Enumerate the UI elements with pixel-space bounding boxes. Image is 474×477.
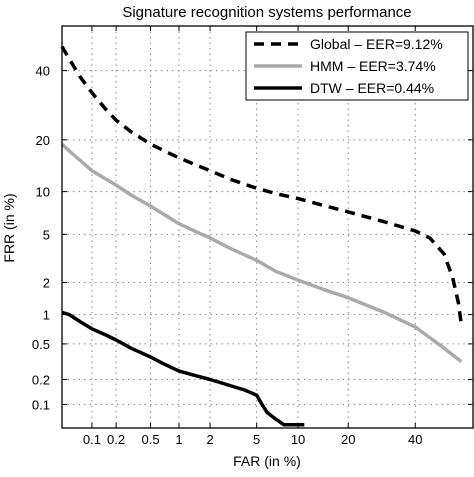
x-tick-label: 5 bbox=[253, 432, 260, 447]
plot-frame bbox=[61, 25, 474, 429]
legend: Global – EER=9.12% HMM – EER=3.74% DTW – E… bbox=[245, 31, 469, 101]
x-tick-label: 40 bbox=[408, 432, 422, 447]
y-tick-label: 20 bbox=[36, 133, 50, 148]
x-tick-label: 10 bbox=[291, 432, 305, 447]
legend-label-1: Global – EER=9.12% bbox=[310, 36, 443, 52]
series-line-3 bbox=[61, 310, 305, 427]
x-axis-label: FAR (in %) bbox=[233, 453, 301, 469]
y-tick-label: 0.5 bbox=[32, 337, 50, 352]
y-tick-label: 40 bbox=[36, 64, 50, 79]
series-line-2 bbox=[60, 142, 463, 363]
series-lines bbox=[60, 45, 464, 427]
y-tick-label: 0.1 bbox=[32, 397, 50, 412]
y-tick-label: 0.2 bbox=[32, 372, 50, 387]
y-tick-label: 1 bbox=[43, 308, 50, 323]
y-tick-labels: 0.1 0.2 0.5 1 2 5 10 20 40 bbox=[32, 64, 473, 412]
x-tick-label: 0.5 bbox=[142, 432, 160, 447]
y-tick-label: 2 bbox=[43, 275, 50, 290]
series-line-1 bbox=[60, 45, 464, 325]
legend-label-3: DTW – EER=0.44% bbox=[310, 80, 434, 96]
x-tick-label: 2 bbox=[206, 432, 213, 447]
x-tick-label: 20 bbox=[341, 432, 355, 447]
y-tick-label: 10 bbox=[36, 185, 50, 200]
legend-label-2: HMM – EER=3.74% bbox=[310, 58, 436, 74]
x-tick-labels: 0.1 0.2 0.5 1 2 5 10 20 40 bbox=[83, 26, 422, 447]
y-tick-label: 5 bbox=[43, 227, 50, 242]
chart-title: Signature recognition systems performanc… bbox=[122, 4, 411, 21]
y-axis-label: FRR (in %) bbox=[1, 193, 17, 262]
x-tick-label: 0.1 bbox=[83, 432, 101, 447]
x-tick-label: 1 bbox=[175, 432, 182, 447]
x-tick-label: 0.2 bbox=[107, 432, 125, 447]
